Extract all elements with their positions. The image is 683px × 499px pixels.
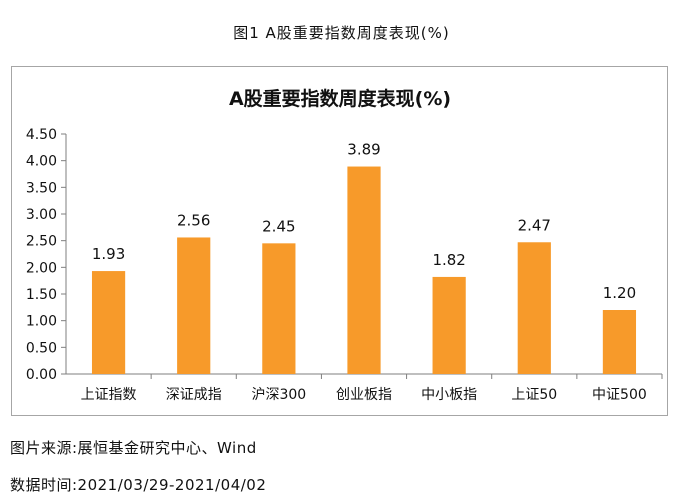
x-tick-label: 中证500 xyxy=(592,387,647,403)
data-label: 1.93 xyxy=(92,245,125,263)
bar xyxy=(177,237,211,374)
y-tick-label: 3.50 xyxy=(26,180,57,196)
bar xyxy=(517,242,551,374)
bar-chart: A股重要指数周度表现(%) 0.00 0.50 1.00 1.50 2.00 2.50 3.… xyxy=(26,87,663,403)
x-tick-label: 沪深300 xyxy=(251,387,306,403)
bar xyxy=(347,166,381,374)
chart-title: A股重要指数周度表现(%) xyxy=(229,87,451,110)
y-tick-label: 2.00 xyxy=(26,260,57,276)
x-tick-label: 创业板指 xyxy=(336,387,392,403)
x-axis: 上证指数 深证成指 沪深300 创业板指 中小板指 上证50 中证500 xyxy=(66,373,663,403)
data-label: 2.45 xyxy=(262,217,295,235)
y-tick-label: 1.50 xyxy=(26,287,57,303)
y-tick-label: 4.00 xyxy=(26,154,57,170)
bar xyxy=(432,276,466,374)
bars xyxy=(91,166,637,374)
y-tick-label: 4.50 xyxy=(26,127,57,143)
x-tick-label: 中小板指 xyxy=(421,387,477,403)
y-tick-label: 3.00 xyxy=(26,207,57,223)
x-tick-label: 上证指数 xyxy=(81,387,137,403)
y-tick-label: 1.00 xyxy=(26,314,57,330)
bar xyxy=(602,310,637,374)
x-tick-label: 深证成指 xyxy=(166,387,222,403)
y-axis: 0.00 0.50 1.00 1.50 2.00 2.50 3.00 3.50 4.00 4.50 xyxy=(26,127,67,383)
period-note: 数据时间:2021/03/29-2021/04/02 xyxy=(10,476,267,494)
x-tick-label: 上证50 xyxy=(511,387,557,403)
bar xyxy=(262,243,296,374)
data-labels: 1.93 2.56 2.45 3.89 1.82 2.47 1.20 xyxy=(92,141,636,302)
source-note: 图片来源:展恒基金研究中心、Wind xyxy=(10,439,257,457)
data-label: 2.56 xyxy=(177,211,210,229)
data-label: 2.47 xyxy=(518,216,551,234)
figure-caption: 图1 A股重要指数周度表现(%) xyxy=(233,24,450,42)
data-label: 1.20 xyxy=(603,284,636,302)
data-label: 1.82 xyxy=(432,251,465,269)
y-tick-label: 0.50 xyxy=(26,340,57,356)
y-tick-label: 0.00 xyxy=(26,367,57,383)
data-label: 3.89 xyxy=(347,141,380,159)
chart-frame: A股重要指数周度表现(%) 0.00 0.50 1.00 1.50 2.00 2.50 3.… xyxy=(11,66,668,416)
bar xyxy=(91,271,126,374)
y-tick-label: 2.50 xyxy=(26,234,57,250)
